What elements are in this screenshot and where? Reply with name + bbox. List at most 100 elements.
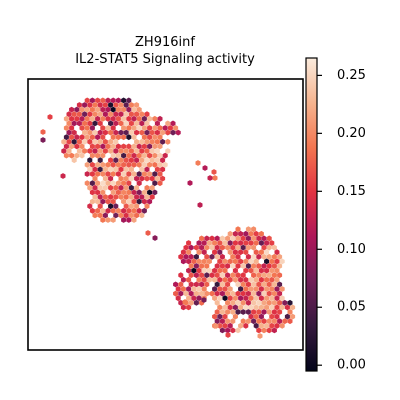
data-point (162, 125, 168, 131)
data-point (128, 184, 134, 191)
data-point (145, 230, 151, 236)
data-point (144, 138, 150, 145)
data-point (100, 143, 106, 150)
data-point (266, 281, 272, 288)
data-point (136, 171, 142, 177)
data-point (214, 235, 220, 242)
data-point (105, 97, 111, 104)
data-point (201, 240, 207, 246)
data-point (256, 290, 262, 297)
data-point (136, 161, 142, 168)
data-point (121, 198, 127, 205)
data-point (209, 244, 215, 251)
data-point (186, 295, 192, 302)
data-point (74, 106, 80, 113)
data-point (271, 309, 277, 315)
data-point (131, 106, 137, 113)
data-point (251, 318, 257, 325)
data-point (69, 115, 75, 122)
data-point (121, 125, 127, 131)
data-point (118, 157, 124, 164)
data-point (89, 180, 95, 187)
data-point (136, 115, 142, 122)
data-point (89, 161, 95, 168)
data-point (274, 267, 280, 274)
data-point (251, 226, 257, 233)
colorbar-tick-label: 0.20 (337, 126, 366, 141)
data-point (118, 212, 124, 219)
data-point (108, 203, 114, 210)
chart-title-line-2: IL2-STAT5 Signaling activity (75, 52, 255, 67)
data-point (149, 184, 155, 191)
data-point (102, 148, 108, 154)
data-point (121, 207, 127, 214)
data-point (108, 148, 114, 154)
data-point (95, 198, 101, 205)
data-point (214, 263, 220, 269)
data-point (110, 152, 116, 159)
data-point (274, 304, 280, 311)
data-point (139, 148, 145, 154)
data-point (141, 207, 147, 214)
data-point (251, 299, 257, 306)
data-point (102, 166, 108, 173)
data-point (235, 263, 241, 269)
data-point (123, 184, 129, 191)
data-point (248, 313, 254, 320)
data-point (266, 318, 272, 325)
data-point (201, 286, 207, 292)
data-point (63, 125, 69, 131)
data-point (279, 286, 285, 292)
data-point (188, 290, 194, 297)
data-point (118, 166, 124, 173)
data-point (222, 240, 228, 246)
data-point (274, 276, 280, 283)
data-point (232, 240, 238, 246)
data-point (157, 152, 163, 159)
data-point (131, 161, 137, 168)
data-point (121, 134, 127, 141)
data-point (134, 111, 140, 118)
data-point (225, 318, 231, 325)
data-point (225, 290, 231, 297)
data-point (141, 134, 147, 141)
data-point (175, 286, 181, 292)
data-point (108, 194, 114, 200)
data-point (243, 230, 249, 237)
data-point (227, 322, 233, 329)
data-point (123, 102, 129, 108)
data-point (277, 263, 283, 269)
data-point (227, 240, 233, 246)
data-point (128, 175, 134, 182)
data-point (113, 120, 119, 127)
plot-frame (27, 78, 304, 351)
data-point (113, 184, 119, 191)
data-point (217, 240, 223, 246)
data-point (87, 184, 93, 191)
data-point (100, 97, 106, 104)
data-point (225, 281, 231, 288)
data-point (152, 189, 158, 196)
data-point (183, 290, 189, 297)
data-point (126, 152, 132, 159)
data-point (154, 138, 160, 145)
data-point (105, 171, 111, 177)
data-point (141, 189, 147, 196)
data-point (180, 276, 186, 283)
data-point (136, 180, 142, 187)
data-point (147, 152, 153, 159)
data-point (199, 244, 205, 251)
data-point (110, 161, 116, 168)
data-point (232, 258, 238, 265)
data-point (71, 157, 77, 164)
data-point (144, 166, 150, 173)
data-point (100, 152, 106, 159)
data-point (219, 272, 225, 279)
data-point (134, 184, 140, 191)
data-point (214, 309, 220, 315)
data-point (186, 240, 192, 246)
data-point (178, 299, 184, 306)
data-point (84, 134, 90, 141)
data-point (115, 161, 121, 168)
data-point (238, 258, 244, 265)
